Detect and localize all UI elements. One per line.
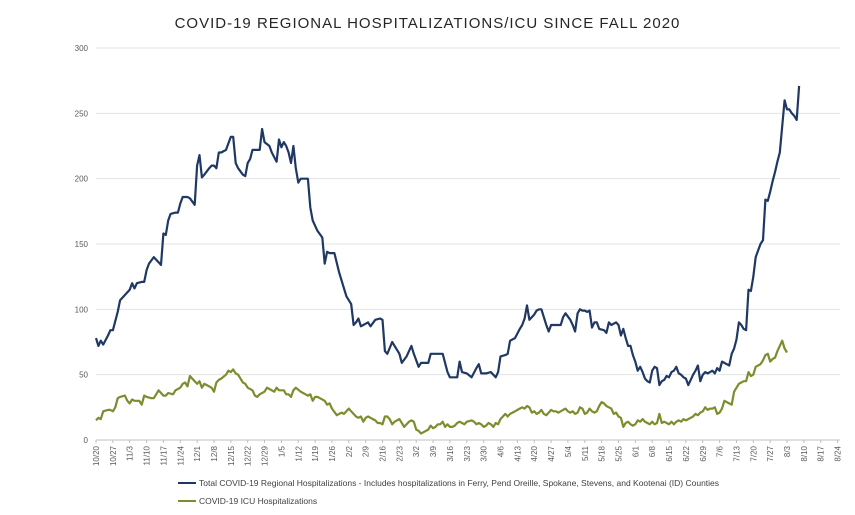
x-tick-label: 1/26 bbox=[328, 445, 337, 461]
x-tick-label: 11/3 bbox=[126, 445, 135, 461]
y-tick-label: 250 bbox=[75, 109, 89, 118]
x-tick-label: 3/16 bbox=[446, 445, 455, 461]
x-tick-label: 11/10 bbox=[143, 445, 152, 465]
legend-swatch-icu bbox=[178, 500, 196, 502]
x-tick-label: 12/29 bbox=[261, 445, 270, 466]
x-tick-label: 8/17 bbox=[817, 445, 826, 461]
x-tick-label: 12/1 bbox=[193, 445, 202, 461]
x-tick-label: 3/23 bbox=[463, 445, 472, 461]
legend-label-icu: COVID-19 ICU Hospitalizations bbox=[199, 496, 318, 506]
x-tick-label: 3/9 bbox=[429, 445, 438, 457]
x-tick-label: 11/17 bbox=[159, 445, 168, 465]
legend-swatch-total bbox=[178, 482, 196, 484]
y-axis-ticks: 0 50 100 150 200 250 300 bbox=[75, 44, 89, 445]
x-tick-label: 7/27 bbox=[766, 445, 775, 461]
y-tick-label: 150 bbox=[75, 240, 89, 249]
x-tick-label: 6/15 bbox=[665, 445, 674, 461]
x-tick-label: 4/27 bbox=[547, 445, 556, 461]
x-tick-label: 7/20 bbox=[749, 445, 758, 461]
x-tick-label: 5/11 bbox=[581, 445, 590, 461]
line-chart: 0 50 100 150 200 250 300 10/20 10/27 11/3 11/10 11… bbox=[75, 44, 843, 466]
chart-title: COVID-19 REGIONAL HOSPITALIZATIONS/ICU S… bbox=[174, 15, 681, 32]
y-tick-label: 0 bbox=[84, 436, 89, 445]
x-tick-label: 11/24 bbox=[176, 445, 185, 465]
x-tick-label: 8/3 bbox=[783, 445, 792, 457]
gridlines bbox=[96, 47, 840, 441]
x-tick-label: 3/2 bbox=[412, 445, 421, 457]
x-tick-label: 1/12 bbox=[294, 445, 303, 461]
y-tick-label: 200 bbox=[75, 175, 89, 184]
x-tick-label: 4/20 bbox=[530, 445, 539, 461]
x-tick-label: 4/6 bbox=[497, 445, 506, 457]
legend-item-total: Total COVID-19 Regional Hospitalizations… bbox=[178, 478, 719, 488]
x-tick-label: 8/10 bbox=[800, 445, 809, 461]
x-tick-label: 5/4 bbox=[564, 445, 573, 457]
legend-label-total: Total COVID-19 Regional Hospitalizations… bbox=[199, 478, 720, 488]
x-tick-label: 6/8 bbox=[648, 445, 657, 457]
legend-item-icu: COVID-19 ICU Hospitalizations bbox=[178, 496, 317, 506]
y-tick-label: 100 bbox=[75, 305, 89, 314]
series-lines bbox=[94, 85, 801, 435]
y-tick-label: 300 bbox=[75, 44, 89, 53]
x-tick-label: 3/30 bbox=[480, 445, 489, 461]
x-tick-label: 12/22 bbox=[244, 445, 253, 466]
y-tick-label: 50 bbox=[79, 371, 88, 380]
x-tick-label: 10/20 bbox=[92, 445, 101, 466]
x-tick-label: 5/25 bbox=[614, 445, 623, 461]
x-tick-label: 10/27 bbox=[109, 445, 118, 466]
x-tick-label: 2/9 bbox=[362, 445, 371, 457]
series-line-total-hospitalizations bbox=[94, 85, 801, 387]
x-tick-label: 12/15 bbox=[227, 445, 236, 466]
x-tick-label: 6/1 bbox=[631, 445, 640, 457]
x-tick-label: 2/16 bbox=[379, 445, 388, 461]
x-tick-label: 4/13 bbox=[513, 445, 522, 461]
x-tick-label: 8/24 bbox=[834, 445, 843, 461]
x-tick-label: 7/6 bbox=[716, 445, 725, 457]
x-tick-label: 12/8 bbox=[210, 445, 219, 461]
x-tick-label: 2/2 bbox=[345, 445, 354, 457]
x-tick-label: 1/5 bbox=[277, 445, 286, 457]
x-tick-label: 6/29 bbox=[699, 445, 708, 461]
x-axis-ticks: 10/20 10/27 11/3 11/10 11/17 11/24 12/1 12/8 12/… bbox=[92, 440, 843, 466]
series-line-icu-hospitalizations bbox=[95, 339, 788, 435]
x-tick-label: 6/22 bbox=[682, 445, 691, 461]
x-tick-label: 1/19 bbox=[311, 445, 320, 461]
x-tick-label: 2/23 bbox=[395, 445, 404, 461]
x-tick-label: 5/18 bbox=[598, 445, 607, 461]
x-tick-label: 7/13 bbox=[732, 445, 741, 461]
